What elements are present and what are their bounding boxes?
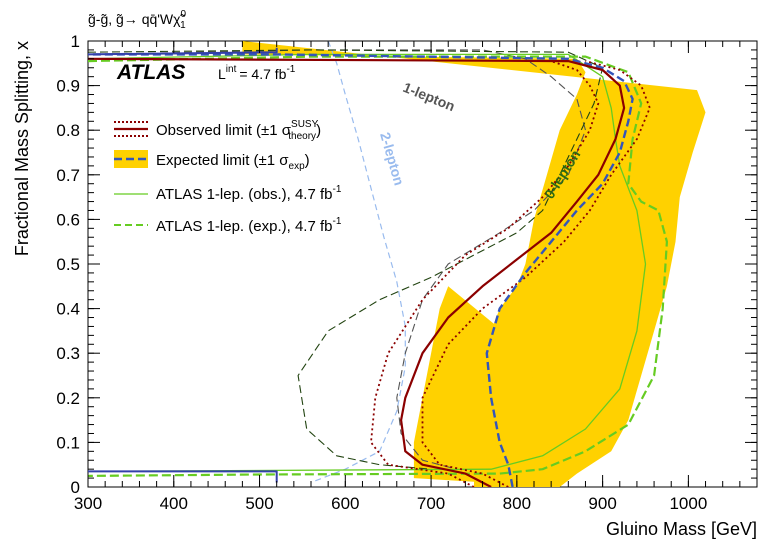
observed-curve — [88, 57, 626, 487]
y-tick-label-6: 0.6 — [56, 210, 80, 229]
y-tick-label-1: 0.1 — [56, 433, 80, 452]
y-tick-label-7: 0.7 — [56, 166, 80, 185]
x-tick-label-6: 900 — [588, 494, 616, 513]
zero-lepton-curve — [88, 49, 604, 470]
legend-atlas1-obs-label: ATLAS 1-lep. (obs.), 4.7 fb-1 — [156, 184, 342, 203]
x-axis-title: Gluino Mass [GeV] — [606, 519, 757, 539]
lowx-boundary-curve — [88, 470, 278, 483]
expected-band-lowx — [413, 286, 560, 487]
legend-atlas1-exp-label: ATLAS 1-lep. (exp.), 4.7 fb-1 — [156, 216, 342, 235]
two-lepton-curve — [310, 41, 406, 484]
x-tick-label-1: 400 — [160, 494, 188, 513]
x-tick-label-2: 500 — [245, 494, 273, 513]
legend-observed-label: Observed limit (±1 σSUSY theory) — [156, 119, 321, 142]
observed-theory-down-curve — [370, 60, 600, 487]
observed-theory-up-curve — [421, 60, 651, 487]
expected-curve — [88, 53, 634, 487]
y-tick-label-10: 1 — [71, 32, 80, 51]
luminosity-label: Lint = 4.7 fb-1 — [218, 64, 296, 82]
legend: Observed limit (±1 σSUSY theory) Expected… — [114, 119, 342, 235]
highx-boundary-curve — [88, 47, 278, 56]
x-tick-label-0: 300 — [74, 494, 102, 513]
expected-band — [242, 41, 706, 487]
legend-entry-atlas1-exp: ATLAS 1-lep. (exp.), 4.7 fb-1 — [114, 216, 342, 235]
y-axis-title: Fractional Mass Splitting, x — [12, 41, 32, 256]
plot-area — [88, 41, 706, 487]
x-tick-label-5: 800 — [503, 494, 531, 513]
y-tick-label-4: 0.4 — [56, 300, 80, 319]
legend-entry-expected: Expected limit (±1 σexp) — [114, 150, 310, 172]
atlas1-exp-curve — [88, 55, 668, 477]
process-label: g̃-g̃, g̃→ qq̄'Wχ̃0 1 — [88, 9, 187, 31]
y-tick-label-2: 0.2 — [56, 389, 80, 408]
y-tick-label-8: 0.8 — [56, 121, 80, 140]
y-tick-label-0: 0 — [71, 478, 80, 497]
y-tick-label-9: 0.9 — [56, 77, 80, 96]
x-tick-label-3: 600 — [331, 494, 359, 513]
experiment-label: ATLAS — [116, 61, 185, 84]
axes: 300 400 500 600 700 800 900 1000 0 0.1 0.2 0.3 0.4 0.… — [56, 32, 758, 513]
legend-expected-label: Expected limit (±1 σexp) — [156, 152, 310, 172]
legend-entry-atlas1-obs: ATLAS 1-lep. (obs.), 4.7 fb-1 — [114, 184, 342, 203]
x-tick-label-4: 700 — [417, 494, 445, 513]
legend-entry-observed: Observed limit (±1 σSUSY theory) — [114, 119, 321, 142]
y-tick-label-5: 0.5 — [56, 255, 80, 274]
x-tick-label-7: 1000 — [669, 494, 707, 513]
y-tick-label-3: 0.3 — [56, 344, 80, 363]
